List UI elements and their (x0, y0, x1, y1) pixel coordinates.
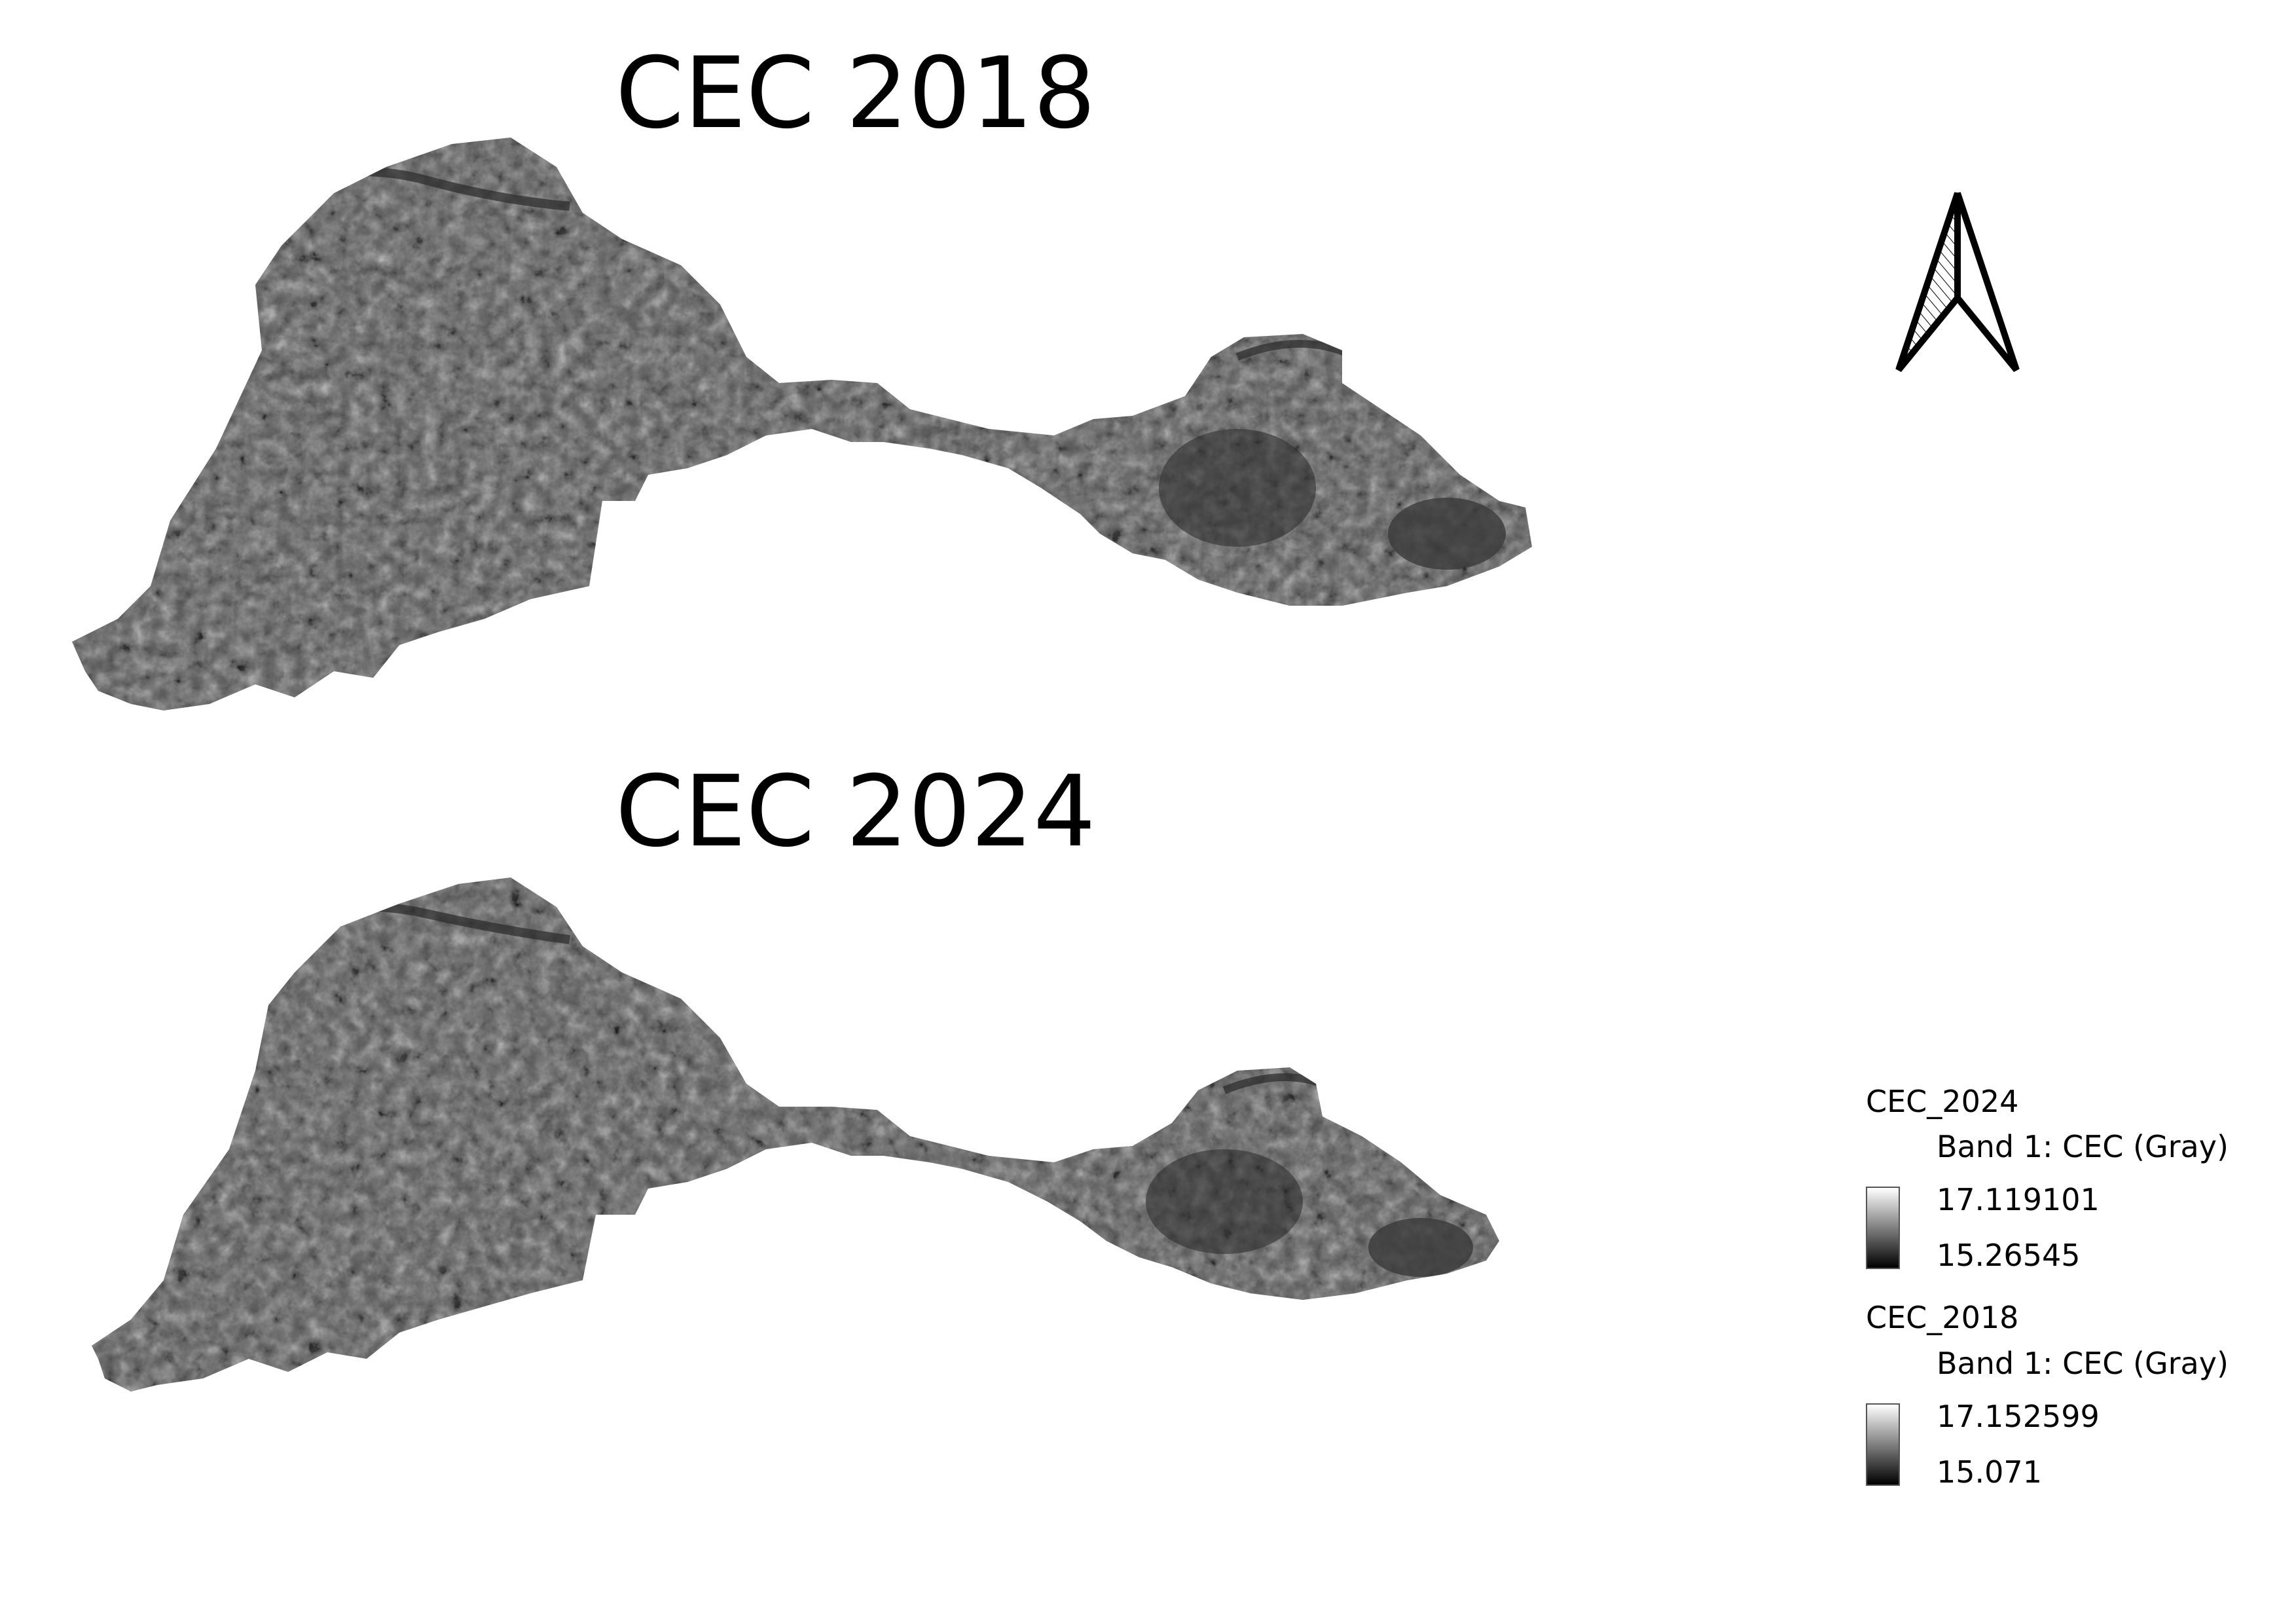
raster-map-2018-svg (72, 138, 1532, 710)
legend-layer-name: CEC_2018 (1866, 1300, 2019, 1336)
legend-values: 17.152599 15.071 (1937, 1399, 2100, 1490)
legend: CEC_2024 Band 1: CEC (Gray) 17.119101 15… (1866, 1084, 2259, 1517)
raster-map-2018 (59, 134, 1558, 724)
legend-min-value: 15.26545 (1937, 1238, 2081, 1274)
legend-group-cec-2024: CEC_2024 Band 1: CEC (Gray) 17.119101 15… (1866, 1084, 2259, 1274)
raster-map-2024-svg (92, 877, 1499, 1392)
legend-max-value: 17.152599 (1937, 1398, 2100, 1434)
raster-map-2024 (59, 874, 1558, 1464)
map-title-2018: CEC 2018 (615, 37, 1096, 151)
legend-min-value: 15.071 (1937, 1454, 2042, 1490)
north-arrow-icon (1886, 187, 2043, 383)
legend-layer-name: CEC_2024 (1866, 1084, 2019, 1119)
gray-ramp-swatch (1866, 1187, 1900, 1270)
legend-band-label: Band 1: CEC (Gray) (1937, 1129, 2229, 1165)
legend-values: 17.119101 15.26545 (1937, 1182, 2100, 1274)
map-title-2024: CEC 2024 (615, 755, 1096, 869)
legend-ramp-row: 17.119101 15.26545 (1866, 1182, 2259, 1274)
legend-ramp-row: 17.152599 15.071 (1866, 1399, 2259, 1490)
gray-ramp-swatch (1866, 1403, 1900, 1486)
legend-group-cec-2018: CEC_2018 Band 1: CEC (Gray) 17.152599 15… (1866, 1300, 2259, 1490)
legend-band-label: Band 1: CEC (Gray) (1937, 1345, 2229, 1381)
legend-max-value: 17.119101 (1937, 1182, 2100, 1218)
